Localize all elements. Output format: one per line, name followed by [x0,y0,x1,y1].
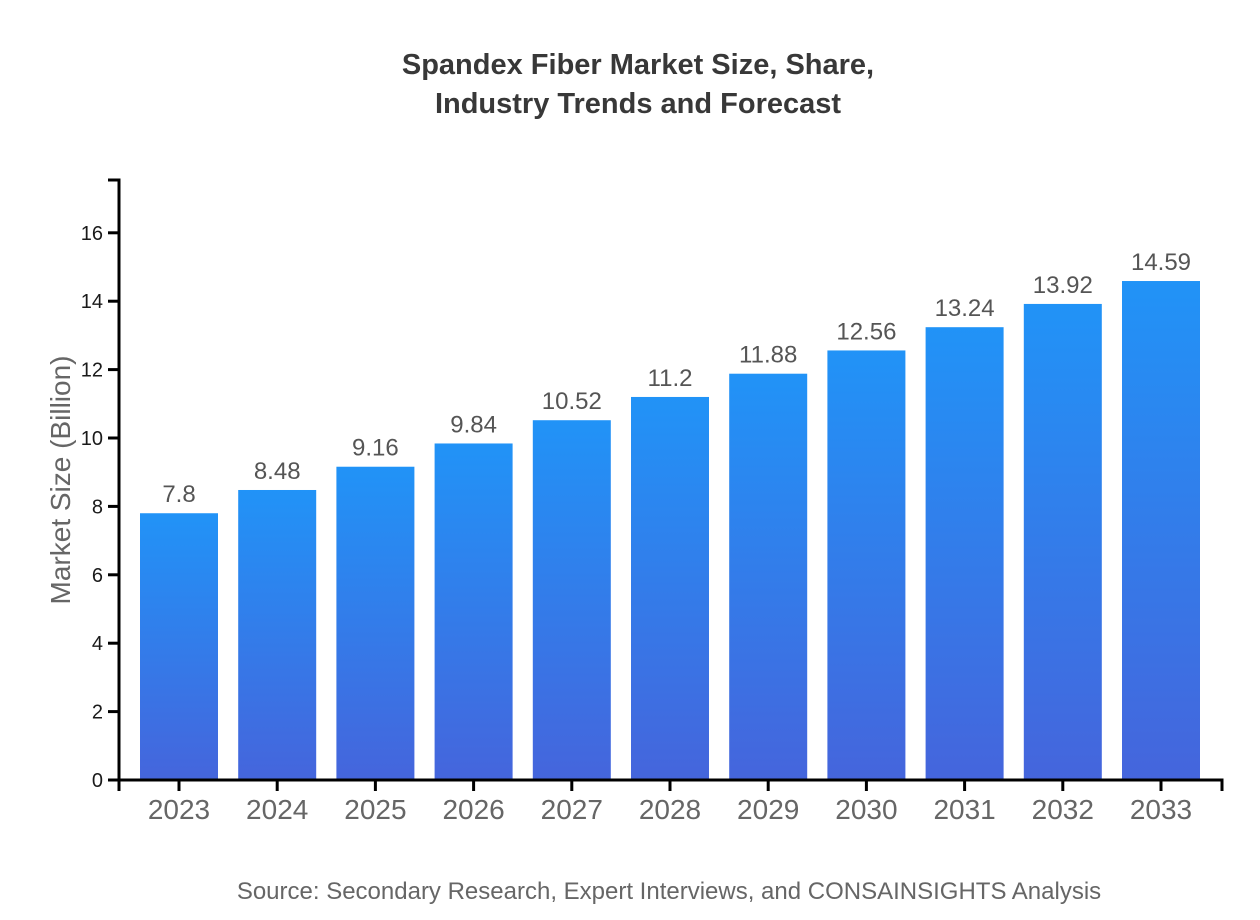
x-tick-label-2028: 2028 [639,794,701,825]
bar-2032 [1023,303,1102,780]
x-tick-label-2029: 2029 [737,794,799,825]
y-tick-label-12: 12 [81,360,103,382]
bar-value-label-2030: 12.56 [836,318,896,345]
x-tick-label-2024: 2024 [246,794,308,825]
x-tick-label-2027: 2027 [541,794,603,825]
x-tick-label-2026: 2026 [442,794,504,825]
x-tick-label-2031: 2031 [933,794,995,825]
bar-2030 [827,350,906,780]
y-tick-label-0: 0 [92,770,103,792]
bar-2023 [140,513,218,780]
bar-2027 [532,420,611,780]
labels-layer: 7.8 2023 8.48 2024 9.16 2025 9.84 2026 10.52 2027… [81,223,1192,825]
bar-2024 [238,489,317,780]
bar-2033 [1122,281,1200,780]
bar-value-label-2029: 11.88 [739,342,797,369]
bar-value-label-2031: 13.24 [935,295,995,322]
y-tick-label-14: 14 [81,291,103,313]
bar-2029 [729,373,808,780]
bar-value-label-2026: 9.84 [450,411,497,438]
x-tick-label-2033: 2033 [1130,794,1192,825]
chart-title-line-1: Spandex Fiber Market Size, Share, [401,49,875,81]
bar-2031 [925,327,1004,780]
x-tick-label-2025: 2025 [344,794,406,825]
bar-value-label-2032: 13.92 [1033,272,1093,299]
axes-layer [108,178,1224,791]
bar-2028 [631,396,709,780]
bar-value-label-2028: 11.2 [648,365,693,392]
y-tick-label-10: 10 [81,428,103,450]
bar-value-label-2025: 9.16 [352,435,399,462]
y-tick-label-2: 2 [92,702,103,724]
source-note: Source: Secondary Research, Expert Inter… [236,878,1102,905]
y-tick-label-8: 8 [92,496,103,518]
chart-title: Spandex Fiber Market Size, Share, Indust… [138,46,1138,124]
y-tick-label-4: 4 [92,633,103,655]
bar-2026 [434,443,513,780]
y-tick-label-16: 16 [81,223,103,245]
bar-value-label-2024: 8.48 [254,458,301,485]
bar-value-label-2027: 10.52 [542,388,602,415]
bar-2025 [336,466,415,780]
y-tick-label-6: 6 [92,565,103,587]
bars-layer [140,281,1200,780]
bar-value-label-2023: 7.8 [162,481,195,508]
chart-title-line-2: Industry Trends and Forecast [434,88,842,120]
x-tick-label-2030: 2030 [835,794,897,825]
x-tick-label-2032: 2032 [1032,794,1094,825]
bar-value-label-2033: 14.59 [1131,249,1191,276]
x-tick-label-2023: 2023 [148,794,210,825]
